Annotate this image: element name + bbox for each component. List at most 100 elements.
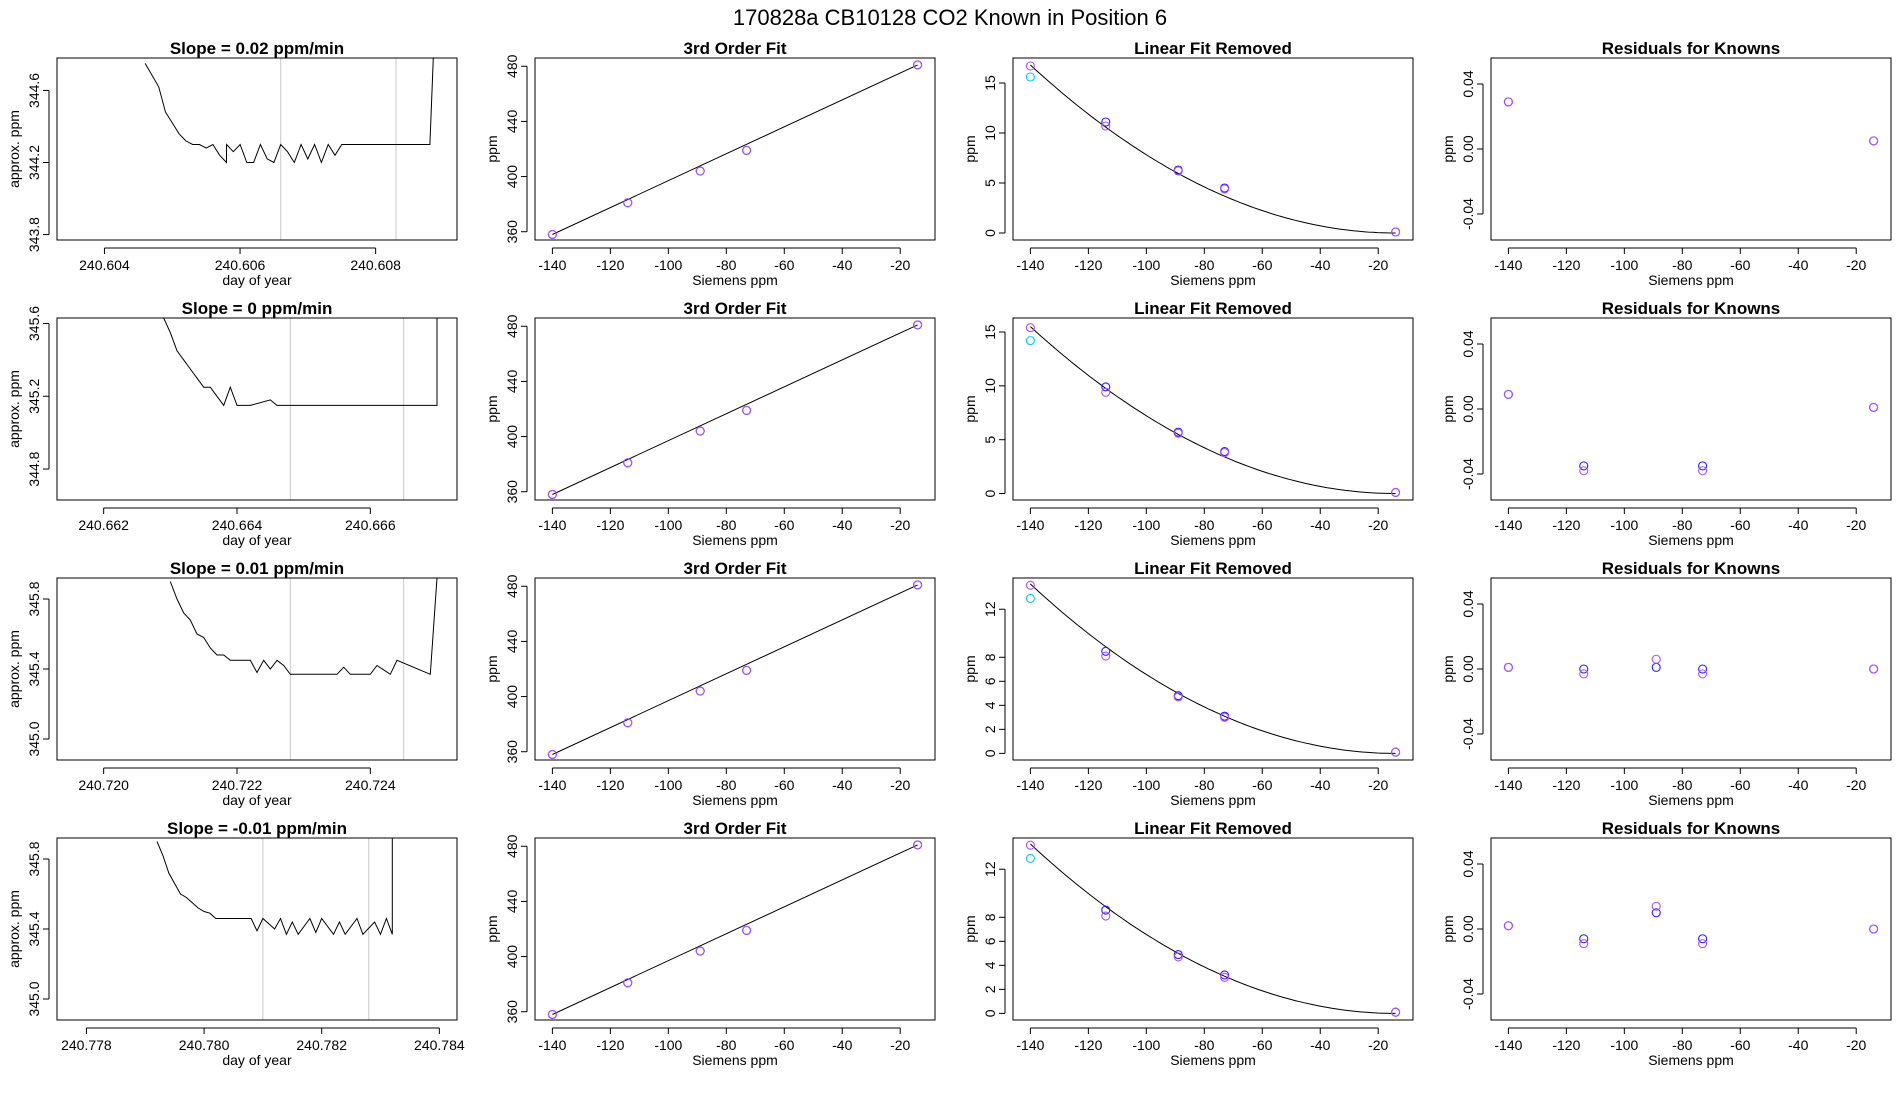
y-tick-label: 0.04 bbox=[1460, 70, 1476, 97]
panel-title: 3rd Order Fit bbox=[684, 39, 787, 58]
x-tick-label: -140 bbox=[1494, 517, 1522, 533]
x-tick-label: -100 bbox=[654, 1037, 682, 1053]
x-tick-label: 240.662 bbox=[78, 517, 129, 533]
plot-frame bbox=[534, 57, 936, 241]
x-tick-label: -40 bbox=[832, 257, 852, 273]
y-tick-label: 0 bbox=[982, 229, 998, 237]
y-tick-label: 360 bbox=[504, 1000, 520, 1024]
y-axis-label: approx. ppm bbox=[6, 110, 22, 188]
x-axis-label: Siemens ppm bbox=[692, 1052, 778, 1068]
y-tick-label: 15 bbox=[982, 324, 998, 340]
y-axis-label: ppm bbox=[1440, 135, 1456, 162]
y-tick-label: 10 bbox=[982, 125, 998, 141]
x-tick-label: -100 bbox=[1132, 517, 1160, 533]
data-point-violet bbox=[1101, 651, 1111, 661]
figure-title: 170828a CB10128 CO2 Known in Position 6 bbox=[733, 5, 1167, 30]
x-axis-label: Siemens ppm bbox=[692, 792, 778, 808]
panel-title: Slope = 0.02 ppm/min bbox=[170, 39, 344, 58]
x-tick-label: -120 bbox=[596, 777, 624, 793]
data-point-violet bbox=[623, 458, 633, 468]
x-tick-label: -140 bbox=[1016, 1037, 1044, 1053]
y-tick-label: 6 bbox=[982, 677, 998, 685]
x-tick-label: -140 bbox=[538, 257, 566, 273]
fit-line bbox=[552, 584, 918, 755]
y-tick-label: 345.0 bbox=[26, 721, 42, 756]
y-tick-label: 400 bbox=[504, 945, 520, 969]
data-point-violet bbox=[1579, 669, 1589, 679]
data-point-violet bbox=[695, 426, 705, 436]
x-axis-label: Siemens ppm bbox=[1648, 532, 1734, 548]
data-point-cyan bbox=[1025, 336, 1035, 346]
x-tick-label: -120 bbox=[1552, 257, 1580, 273]
data-point-violet bbox=[695, 166, 705, 176]
plot-data bbox=[547, 840, 923, 1020]
x-tick-label: -140 bbox=[1016, 777, 1044, 793]
y-tick-label: 345.8 bbox=[26, 581, 42, 616]
x-tick-label: -80 bbox=[1672, 517, 1692, 533]
y-axis-label: approx. ppm bbox=[6, 630, 22, 708]
data-point-blue bbox=[1173, 949, 1183, 960]
panel-5: 240.662 240.664 240.666 day of year 344.8 345… bbox=[6, 299, 458, 548]
data-point-blue bbox=[1101, 382, 1111, 392]
data-point-violet bbox=[1101, 121, 1111, 131]
x-axis-label: Siemens ppm bbox=[1648, 272, 1734, 288]
y-tick-label: -0.04 bbox=[1460, 718, 1476, 750]
data-point-violet bbox=[1503, 97, 1513, 107]
x-tick-label: -20 bbox=[890, 777, 910, 793]
x-tick-label: -120 bbox=[1552, 777, 1580, 793]
y-axis-label: ppm bbox=[484, 135, 500, 162]
x-tick-label: -120 bbox=[1552, 1037, 1580, 1053]
x-axis-label: day of year bbox=[222, 1052, 292, 1068]
plot-frame bbox=[1490, 837, 1892, 1021]
data-point-violet bbox=[1579, 466, 1589, 476]
x-axis-label: Siemens ppm bbox=[1170, 1052, 1256, 1068]
y-axis-label: ppm bbox=[1440, 915, 1456, 942]
y-tick-label: 480 bbox=[504, 834, 520, 858]
y-tick-label: 12 bbox=[982, 861, 998, 877]
plot-frame bbox=[56, 57, 458, 241]
x-tick-label: -40 bbox=[1310, 517, 1330, 533]
y-tick-label: 0 bbox=[982, 1009, 998, 1017]
data-point-violet bbox=[1579, 939, 1589, 949]
x-tick-label: 240.782 bbox=[296, 1037, 347, 1053]
y-tick-label: 0.00 bbox=[1460, 395, 1476, 422]
y-axis-label: ppm bbox=[484, 395, 500, 422]
y-tick-label: 480 bbox=[504, 54, 520, 78]
data-point-violet bbox=[547, 489, 557, 500]
data-point-violet bbox=[547, 749, 557, 760]
y-tick-label: 344.2 bbox=[26, 145, 42, 180]
fit-curve bbox=[1030, 583, 1396, 754]
x-tick-label: -120 bbox=[1074, 777, 1102, 793]
data-point-violet bbox=[913, 320, 923, 330]
panel-title: Linear Fit Removed bbox=[1134, 819, 1292, 838]
y-tick-label: -0.04 bbox=[1460, 978, 1476, 1010]
plot-data bbox=[547, 60, 923, 240]
data-point-cyan bbox=[1025, 853, 1035, 863]
panel-8: -140 -120 -100 -80 -60 -40 -20 Siemens ppm -0.04… bbox=[1440, 299, 1892, 548]
data-point-violet bbox=[1391, 747, 1401, 757]
panel-title: Slope = 0 ppm/min bbox=[182, 299, 333, 318]
y-tick-label: 400 bbox=[504, 685, 520, 709]
x-tick-label: -80 bbox=[716, 257, 736, 273]
x-tick-label: -60 bbox=[1730, 257, 1750, 273]
plot-frame bbox=[56, 837, 458, 1021]
data-point-violet bbox=[1698, 669, 1708, 679]
panel-title: 3rd Order Fit bbox=[684, 299, 787, 318]
x-tick-label: -20 bbox=[1846, 517, 1866, 533]
x-tick-label: -40 bbox=[832, 1037, 852, 1053]
x-tick-label: -60 bbox=[774, 517, 794, 533]
data-point-violet bbox=[1503, 921, 1513, 931]
x-tick-label: -80 bbox=[716, 777, 736, 793]
y-axis-label: ppm bbox=[1440, 395, 1456, 422]
y-tick-label: -0.04 bbox=[1460, 198, 1476, 230]
panel-10: -140 -120 -100 -80 -60 -40 -20 Siemens ppm 360 40… bbox=[484, 559, 936, 808]
data-point-violet bbox=[623, 198, 633, 208]
x-tick-label: -120 bbox=[1552, 517, 1580, 533]
data-point-violet bbox=[1503, 662, 1513, 672]
x-tick-label: -60 bbox=[774, 257, 794, 273]
y-axis-label: ppm bbox=[1440, 655, 1456, 682]
data-point-violet bbox=[742, 925, 752, 935]
y-tick-label: 5 bbox=[982, 436, 998, 444]
x-tick-label: -60 bbox=[1730, 777, 1750, 793]
plot-frame bbox=[1490, 317, 1892, 501]
